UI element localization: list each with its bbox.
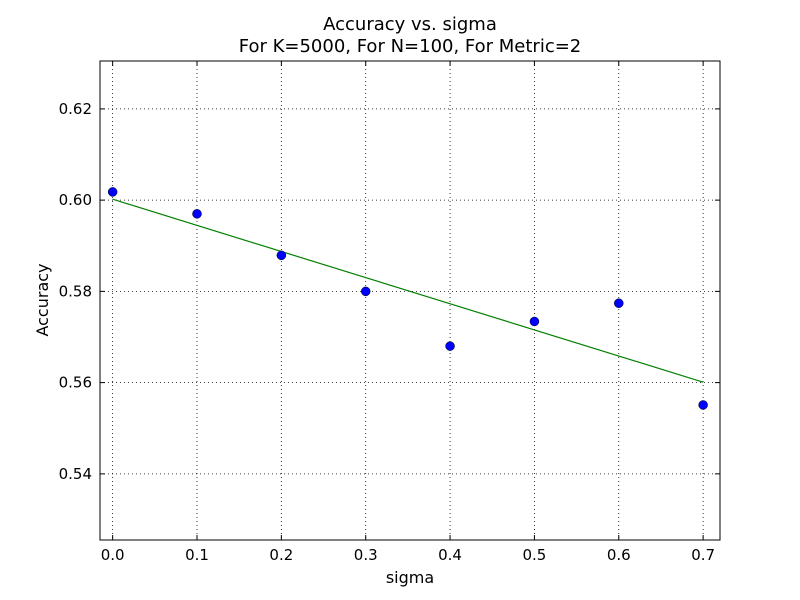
data-point [192,209,202,219]
data-point [698,400,708,410]
y-tick-label: 0.56 [59,374,92,392]
x-tick-label: 0.1 [185,546,209,564]
x-tick-label: 0.3 [354,546,378,564]
fit-line [112,198,704,383]
y-tick-label: 0.54 [59,465,92,483]
x-tick-label: 0.7 [691,546,715,564]
x-tick-label: 0.6 [607,546,631,564]
grid-lines [100,61,720,540]
data-point [445,341,455,351]
x-tick-label: 0.2 [269,546,293,564]
x-tick-label: 0.4 [438,546,462,564]
x-tick-label: 0.5 [522,546,546,564]
x-axis-label: sigma [386,568,434,587]
chart-title: Accuracy vs. sigma [323,14,497,35]
y-axis-label: Accuracy [33,263,52,336]
y-tick-label: 0.58 [59,282,92,300]
data-point [529,316,540,327]
data-point [107,187,118,197]
plot-area [100,61,720,540]
data-point [614,298,624,308]
data-point [276,250,287,261]
data-points [107,187,708,410]
data-point [360,286,371,297]
y-tick-label: 0.62 [59,100,92,118]
y-axis: 0.54 0.56 0.58 0.60 0.62 [59,100,720,483]
chart-subtitle: For K=5000, For N=100, For Metric=2 [239,36,582,57]
plot-frame [99,60,721,541]
x-tick-label: 0.0 [101,546,125,564]
x-axis: 0.0 0.1 0.2 0.3 0.4 0.5 0.6 0.7 [101,61,715,564]
y-tick-label: 0.60 [59,191,92,209]
fit-line-layer [112,198,704,383]
